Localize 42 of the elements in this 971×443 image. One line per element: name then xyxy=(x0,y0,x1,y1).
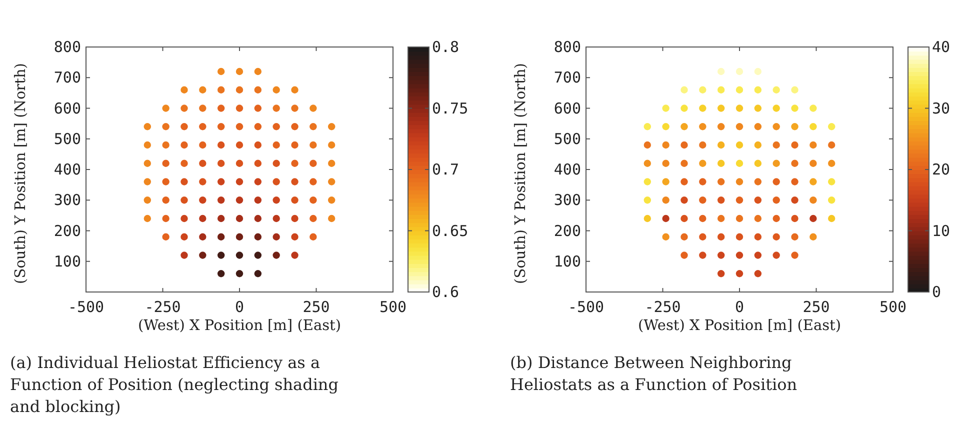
y-tick-label: 400 xyxy=(54,160,81,178)
x-tick-label: -250 xyxy=(644,298,681,316)
text: (a) Individual Heliostat Efficiency as a Function of Position (neglecting shading and blocking) xyxy=(10,353,338,416)
color-bar-label: 0.7 xyxy=(432,160,460,178)
color-bar-label: 0.6 xyxy=(432,283,460,301)
x-tick-label: 500 xyxy=(379,298,407,316)
y-tick-label: 700 xyxy=(54,68,81,87)
y-tick-label: 500 xyxy=(54,130,81,148)
y-tick-label: 800 xyxy=(54,38,81,56)
y-tick-label: 100 xyxy=(554,252,581,270)
y-tick-label: 200 xyxy=(54,222,81,240)
x-axis-title: (West) X Position [m] (East) xyxy=(638,318,842,334)
y-tick-label: 100 xyxy=(54,252,81,270)
color-bar-label: 10 xyxy=(932,222,950,240)
y-tick-label: 300 xyxy=(554,191,581,210)
color-bar-label: 0.65 xyxy=(432,222,468,240)
color-bar-label: 0.75 xyxy=(432,99,468,118)
color-bar-label: 0.8 xyxy=(432,38,460,56)
y-tick-label: 300 xyxy=(54,191,81,210)
x-tick-label: -250 xyxy=(144,298,181,316)
color-bar-label: 30 xyxy=(932,99,950,118)
y-tick-label: 600 xyxy=(54,99,81,118)
y-tick-label: 500 xyxy=(554,130,581,148)
y-axis-title: (South) Y Position [m] (North) xyxy=(513,63,529,284)
text: (b) Distance Between Neighboring Heliostats as a Function of Position xyxy=(510,353,798,394)
x-tick-label: 250 xyxy=(802,298,830,316)
y-tick-label: 800 xyxy=(554,38,581,56)
y-tick-label: 700 xyxy=(554,68,581,87)
x-tick-label: -500 xyxy=(68,298,104,316)
x-tick-label: 0 xyxy=(734,298,744,316)
y-tick-label: 600 xyxy=(554,99,581,118)
x-tick-label: 0 xyxy=(234,298,244,316)
y-tick-label: 400 xyxy=(554,160,581,178)
x-tick-label: -500 xyxy=(568,298,604,316)
x-axis-title: (West) X Position [m] (East) xyxy=(138,318,342,334)
x-tick-label: 500 xyxy=(879,298,907,316)
y-tick-label: 200 xyxy=(554,222,581,240)
color-bar-label: 0 xyxy=(932,283,942,301)
color-bar-label: 20 xyxy=(932,160,950,178)
x-tick-label: 250 xyxy=(302,298,330,316)
color-bar-label: 40 xyxy=(932,38,950,56)
y-axis-title: (South) Y Position [m] (North) xyxy=(13,63,29,284)
